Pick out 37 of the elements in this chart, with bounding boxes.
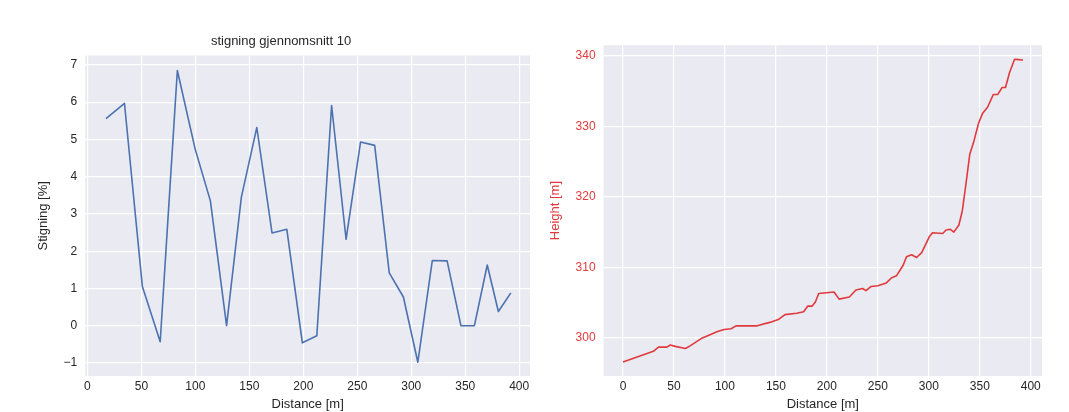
y-tick-label: 5 — [70, 131, 78, 146]
x-tick-label: 400 — [1020, 378, 1042, 393]
x-tick-label: 100 — [714, 378, 736, 393]
y-tick-label: 340 — [575, 48, 596, 63]
y-tick-label: 0 — [70, 318, 78, 333]
y-tick-label: 310 — [575, 259, 596, 274]
x-tick-label: 250 — [867, 378, 889, 393]
x-axis-title: Distance [m] — [786, 395, 859, 411]
chart-title: stigning gjennomsnitt 10 — [210, 33, 352, 49]
y-tick-label: 6 — [70, 94, 78, 109]
y-tick-label: 3 — [70, 206, 78, 221]
x-tick-label: 0 — [619, 378, 627, 393]
x-tick-label: 300 — [401, 378, 422, 393]
x-tick-label: 400 — [509, 378, 530, 393]
y-tick-label: 7 — [70, 57, 78, 72]
x-tick-label: 250 — [347, 378, 368, 393]
y-tick-label: 330 — [575, 118, 596, 133]
x-tick-label: 350 — [455, 378, 476, 393]
y-axis-title: Height [m] — [547, 180, 563, 241]
x-tick-label: 100 — [185, 378, 206, 393]
y-tick-label: −1 — [63, 355, 78, 370]
x-tick-label: 200 — [293, 378, 314, 393]
x-tick-label: 150 — [765, 378, 787, 393]
x-tick-label: 50 — [134, 378, 149, 393]
x-axis-title: Distance [m] — [271, 395, 344, 411]
x-tick-label: 350 — [969, 378, 991, 393]
x-tick-label: 150 — [239, 378, 260, 393]
x-tick-label: 50 — [667, 378, 681, 393]
x-tick-label: 300 — [918, 378, 940, 393]
y-tick-label: 2 — [70, 243, 78, 258]
y-tick-label: 1 — [70, 280, 78, 295]
y-tick-label: 4 — [70, 168, 78, 183]
x-tick-label: 200 — [816, 378, 838, 393]
y-tick-label: 300 — [575, 330, 596, 345]
x-tick-label: 0 — [84, 378, 92, 393]
y-tick-label: 320 — [575, 189, 596, 204]
y-axis-title: Stigning [%] — [35, 181, 51, 251]
